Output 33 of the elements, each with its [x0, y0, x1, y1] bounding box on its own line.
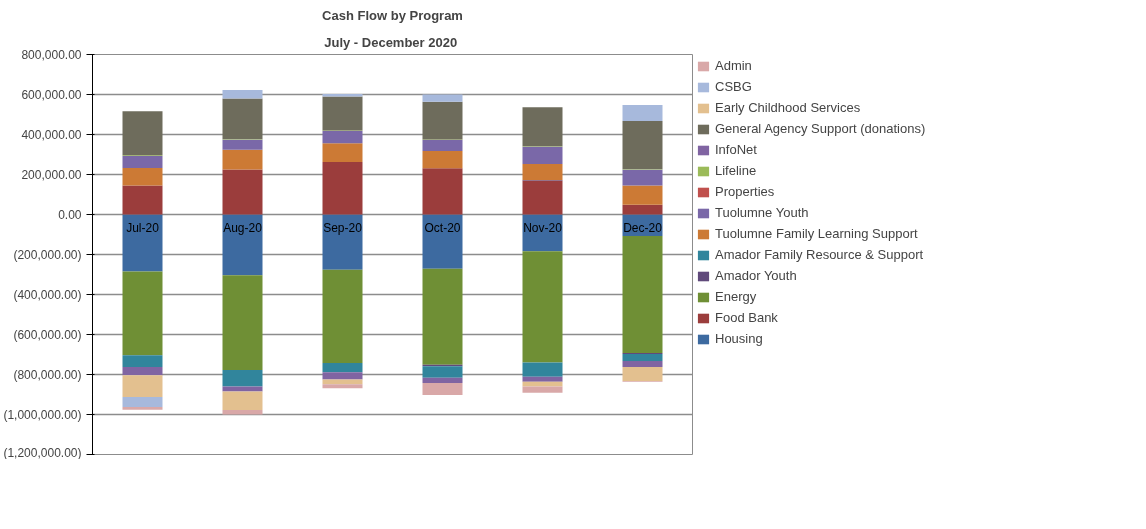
y-tick-label: (1,000,000.00) [3, 407, 82, 422]
legend-label: Tuolumne Family Learning Support [715, 226, 918, 241]
x-tick-label: Oct-20 [424, 220, 461, 235]
y-tick-label: (1,200,000.00) [3, 445, 82, 460]
legend-label: Amador Youth [715, 268, 797, 283]
x-tick-label: Dec-20 [623, 220, 663, 235]
legend-label: Admin [715, 58, 752, 73]
chart-subtitle: July - December 2020 [324, 34, 458, 50]
y-tick-label: 800,000.00 [21, 47, 82, 62]
y-tick-label: (200,000.00) [13, 247, 82, 262]
y-tick-label: 200,000.00 [21, 167, 82, 182]
legend-label: Lifeline [715, 163, 757, 178]
legend-label: General Agency Support (donations) [715, 121, 926, 136]
x-tick-label: Aug-20 [223, 220, 263, 235]
legend-label: Early Childhood Services [715, 100, 861, 115]
y-tick-label: 400,000.00 [21, 127, 82, 142]
y-tick-label: (400,000.00) [13, 287, 82, 302]
legend-label: CSBG [715, 79, 752, 94]
y-tick-label: (600,000.00) [13, 327, 82, 342]
legend-label: Housing [715, 331, 763, 346]
legend-label: Properties [715, 184, 775, 199]
legend-label: InfoNet [715, 142, 757, 157]
x-tick-label: Nov-20 [523, 220, 563, 235]
y-tick-label: 600,000.00 [21, 87, 82, 102]
y-tick-label: 0.00 [58, 207, 82, 222]
legend-label: Amador Family Resource & Support [715, 247, 924, 262]
chart-title: Cash Flow by Program [322, 7, 463, 23]
y-tick-label: (800,000.00) [13, 367, 82, 382]
legend-label: Food Bank [715, 310, 778, 325]
x-tick-label: Sep-20 [323, 220, 363, 235]
x-tick-label: Jul-20 [126, 220, 160, 235]
legend-label: Tuolumne Youth [715, 205, 809, 220]
legend-label: Energy [715, 289, 757, 304]
